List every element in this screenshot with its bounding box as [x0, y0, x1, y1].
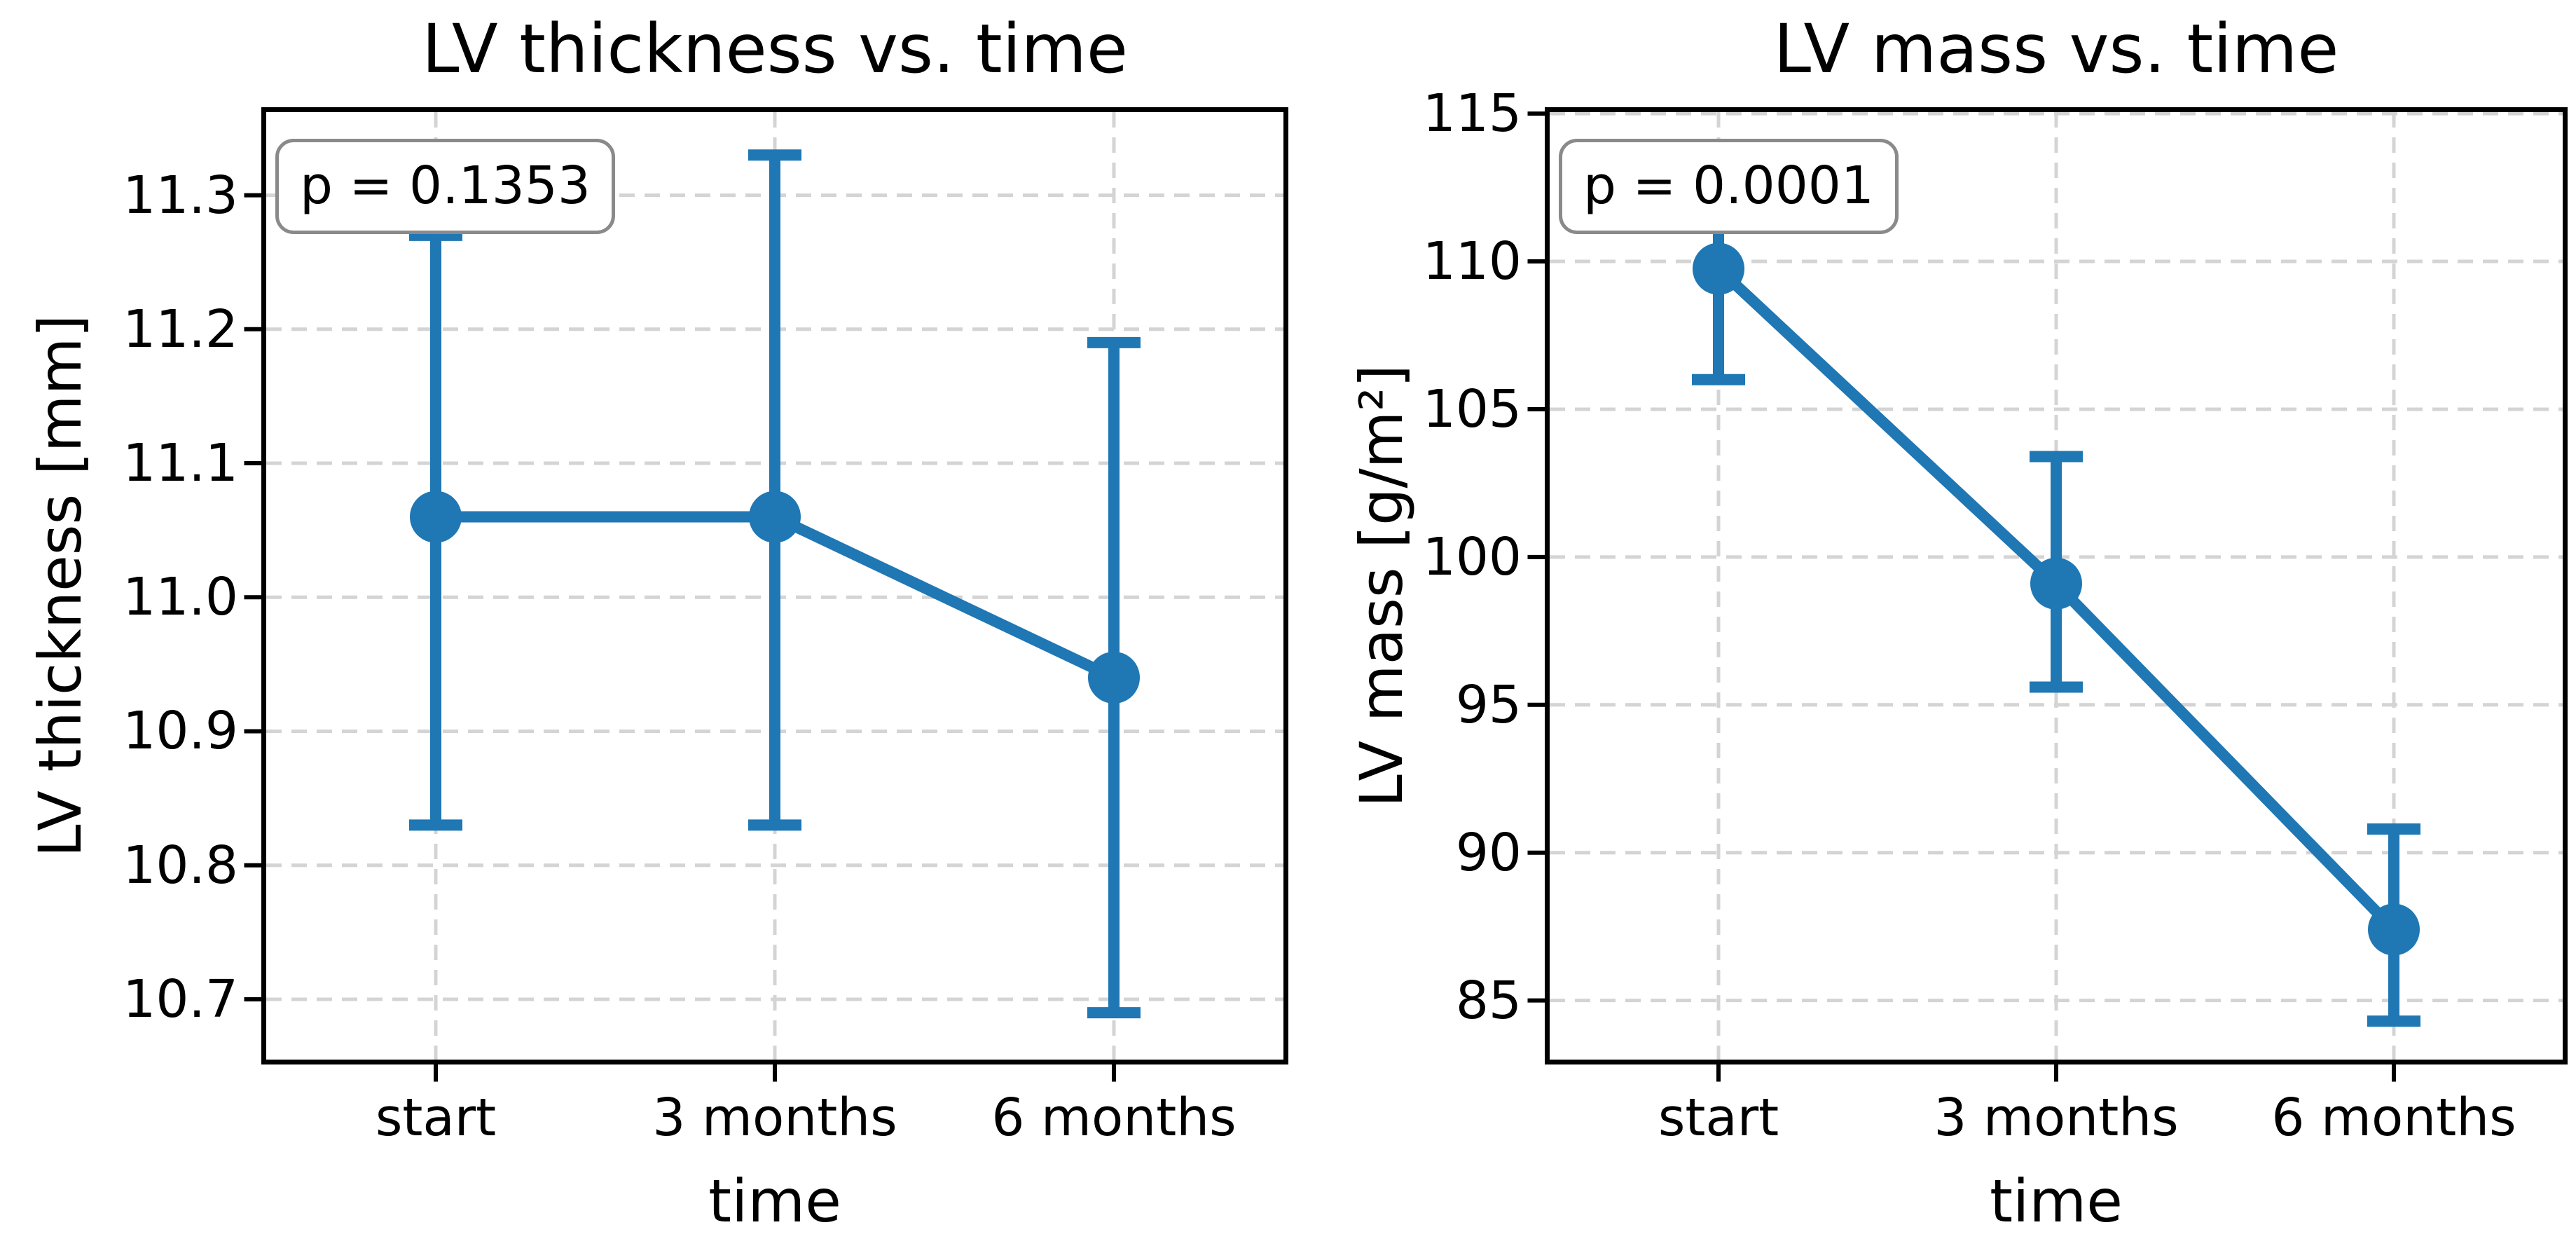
x-tick-label: start — [375, 1088, 497, 1148]
y-tick-label: 90 — [1455, 822, 1522, 883]
y-tick-label: 105 — [1422, 378, 1522, 439]
y-tick-label: 11.1 — [123, 433, 238, 494]
data-point-marker — [2368, 903, 2420, 956]
y-tick-label: 85 — [1455, 970, 1522, 1031]
data-point-marker — [1088, 651, 1140, 704]
x-tick-label: start — [1658, 1088, 1779, 1148]
x-tick-label: 3 months — [652, 1088, 897, 1148]
y-tick-label: 11.3 — [123, 165, 238, 226]
x-tick-label: 6 months — [991, 1088, 1237, 1148]
data-point-marker — [2030, 557, 2082, 610]
chart-title-right: LV mass vs. time — [1773, 10, 2339, 88]
y-tick-label: 95 — [1455, 674, 1522, 735]
x-tick-label: 6 months — [2271, 1088, 2516, 1148]
data-point-marker — [749, 491, 801, 543]
y-tick-label: 110 — [1422, 231, 1522, 292]
y-tick-label: 11.0 — [123, 567, 238, 628]
y-tick-label: 10.7 — [123, 968, 238, 1029]
p-value-annotation-left: p = 0.1353 — [275, 139, 615, 234]
y-tick-label: 10.9 — [123, 701, 238, 762]
y-tick-label: 115 — [1422, 83, 1522, 144]
chart-right — [1527, 107, 2568, 1082]
x-axis-label-left: time — [708, 1167, 841, 1235]
y-tick-label: 10.8 — [123, 835, 238, 896]
chart-left — [244, 107, 1288, 1082]
x-tick-label: 3 months — [1934, 1088, 2179, 1148]
data-point-marker — [1693, 242, 1744, 295]
p-value-annotation-right: p = 0.0001 — [1559, 139, 1899, 234]
data-point-marker — [410, 491, 462, 543]
y-tick-label: 11.2 — [123, 299, 238, 360]
x-axis-label-right: time — [1990, 1167, 2123, 1235]
chart-title-left: LV thickness vs. time — [422, 10, 1128, 88]
y-tick-label: 100 — [1422, 526, 1522, 587]
